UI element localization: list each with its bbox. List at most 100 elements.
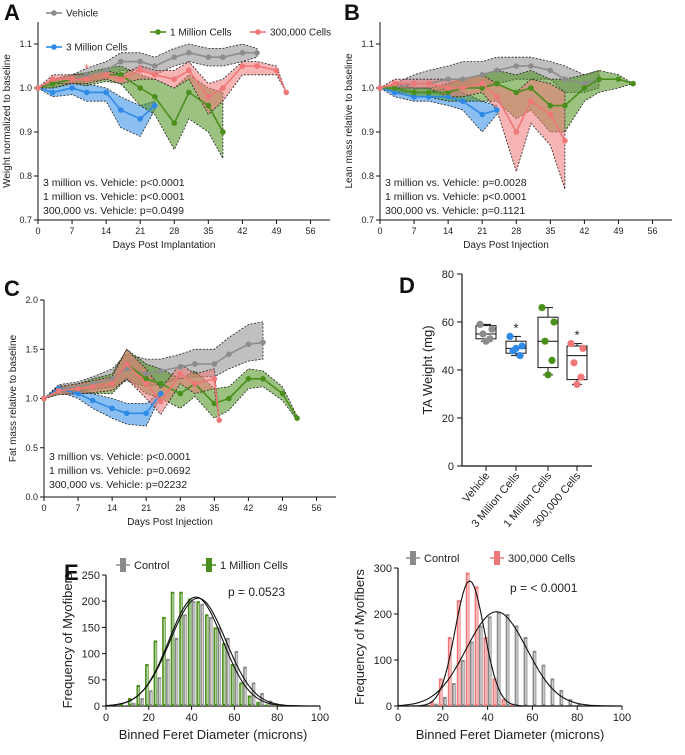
panel-a-point-vehicle <box>83 72 90 78</box>
panel-a-point-three_million <box>69 85 75 91</box>
panel-e-right-gaussian-fit <box>398 580 622 707</box>
panel-c-point-vehicle <box>177 364 184 370</box>
panel-e-left-bar-highlight <box>206 616 208 704</box>
panel-e-left-y-tick-label: 150 <box>82 622 100 634</box>
panel-c-stat-line: 1 million vs. Vehicle: p=0.0692 <box>49 465 191 477</box>
panel-b-point-vehicle <box>528 63 534 69</box>
panel-e-left-bar-highlight <box>210 618 212 704</box>
panel-e-left-bar-one_million <box>273 705 278 706</box>
panel-c-point-one_million <box>260 376 266 382</box>
panel-a-point-three_hundred_k <box>49 76 56 82</box>
panel-c-point-three_hundred_k <box>143 380 149 387</box>
panel-e-right-bar-highlight <box>507 616 509 704</box>
panel-d-point-vehicle <box>479 330 487 338</box>
panel-a-point-three_million <box>103 89 109 96</box>
panel-c-point-one_million <box>211 400 218 407</box>
panel-b-point-one_million <box>479 85 486 91</box>
panel-e-right-bar-highlight <box>494 680 496 704</box>
panel-c-point-three_hundred_k <box>55 387 62 394</box>
panel-b-point-vehicle <box>494 67 500 74</box>
panel-a-point-three_hundred_k <box>186 67 192 74</box>
panel-b-point-one_million <box>615 76 622 82</box>
panel-b-line-three_million <box>379 87 498 116</box>
panel-c-point-one_million <box>294 415 300 422</box>
panel-c-stat-line: 300,000 vs. Vehicle: p=02232 <box>49 479 187 491</box>
panel-e-right-x-tick-label: 100 <box>613 712 631 724</box>
panel-a-point-one_million <box>171 120 178 126</box>
panel-e-left-bar-control_hist <box>131 702 136 706</box>
panel-d-point-three_million <box>516 352 524 360</box>
panel-c-point-three_hundred_k <box>211 376 218 382</box>
panel-a-x-tick-label: 28 <box>169 226 179 236</box>
panel-b-point-three_hundred_k <box>528 98 534 104</box>
panel-c-point-three_hundred_k <box>192 380 198 387</box>
panel-c-point-three_million <box>143 410 149 417</box>
panel-a-point-three_hundred_k <box>205 94 212 100</box>
panel-d-point-three_million <box>518 342 526 350</box>
panel-e-left-bar-highlight <box>240 684 243 704</box>
panel-c-point-three_million <box>75 390 81 397</box>
panel-e-right-legend-label-control_hist: Control <box>424 553 459 565</box>
legend-marker-three_million <box>51 44 57 50</box>
panel-e-right-bar-highlight <box>498 613 500 704</box>
panel-a-point-three_hundred_k <box>273 67 280 74</box>
panel-e-right-bar-highlight <box>476 588 478 704</box>
panel-e-right-bar-highlight <box>485 639 487 704</box>
panel-e-right-x-tick-label: 40 <box>481 712 493 724</box>
panel-d-y-tick-label: 80 <box>442 269 454 281</box>
panel-e-left-bar-highlight <box>218 629 221 704</box>
panel-b-point-three_million <box>445 94 451 100</box>
panel-a-point-one_million <box>152 94 158 100</box>
panel-c-point-vehicle <box>109 376 115 382</box>
panel-b-y-tick-label: 0.7 <box>361 215 374 225</box>
panel-c-y-tick-label: 0.0 <box>25 492 38 502</box>
panel-b-stat-line: 300,000 vs. Vehicle: p=0.1121 <box>385 205 525 217</box>
panel-a-point-three_million <box>152 102 158 109</box>
panel-c-point-vehicle <box>192 361 198 367</box>
panel-c-x-tick-label: 49 <box>277 503 287 513</box>
panel-c-point-vehicle <box>158 368 164 374</box>
panel-a-point-vehicle <box>103 67 109 74</box>
panel-a-point-three_hundred_k <box>83 76 90 82</box>
panel-a-x-tick-label: 14 <box>101 226 111 236</box>
panel-e-left-x-tick-label: 20 <box>143 712 155 724</box>
panel-letter-d: D <box>399 273 415 298</box>
panel-e-right-bar-highlight <box>458 602 460 704</box>
panel-b-point-vehicle <box>459 76 466 82</box>
panel-e-left-bar-highlight <box>223 645 226 704</box>
panel-b-x-tick-label: 56 <box>648 226 658 236</box>
panel-c-stat-line: 3 million vs. Vehicle: p<0.0001 <box>49 451 191 463</box>
panel-b-x-tick-label: 49 <box>613 226 623 236</box>
panel-b-point-one_million <box>445 89 451 96</box>
panel-a-y-tick-label: 1.0 <box>19 83 32 93</box>
panel-e-right-bar-highlight <box>471 643 473 704</box>
panel-c-point-three_hundred_k <box>41 395 47 402</box>
panel-c-y-tick-label: 0.5 <box>25 443 38 453</box>
panel-e-right-bar-highlight <box>462 662 464 704</box>
panel-d-point-one_million <box>544 371 552 379</box>
panel-a-y-tick-label: 0.8 <box>19 171 32 181</box>
panel-e-right-bar-highlight <box>480 627 482 704</box>
panel-c-x-tick-label: 14 <box>107 503 117 513</box>
panel-e-right-y-tick-label: 300 <box>374 563 392 575</box>
panel-a-x-tick-label: 42 <box>237 226 247 236</box>
panel-e-right-x-tick-label: 20 <box>437 712 449 724</box>
panel-c-x-tick-label: 35 <box>209 503 219 513</box>
panel-a-point-one_million <box>205 102 212 109</box>
legend-label-one_million: 1 Million Cells <box>170 28 232 39</box>
panel-a-point-vehicle <box>152 63 158 69</box>
panel-e-left-gaussian-fit <box>105 596 320 707</box>
panel-a-point-three_hundred_k <box>137 67 143 74</box>
panel-c-x-tick-label: 7 <box>76 503 81 513</box>
panel-c-point-three_hundred_k <box>75 385 81 392</box>
panel-b-x-tick-label: 28 <box>511 226 521 236</box>
panel-b-point-three_million <box>459 98 466 104</box>
panel-e-left-bar-highlight <box>176 639 178 704</box>
panel-d-point-one_million <box>538 304 546 312</box>
panel-c-point-vehicle <box>211 361 218 367</box>
panel-a-y-tick-label: 0.7 <box>19 215 32 225</box>
panel-b-x-tick-label: 42 <box>579 226 589 236</box>
panel-a-point-three_hundred_k <box>171 76 178 82</box>
panel-e-right-x-tick-label: 60 <box>526 712 538 724</box>
